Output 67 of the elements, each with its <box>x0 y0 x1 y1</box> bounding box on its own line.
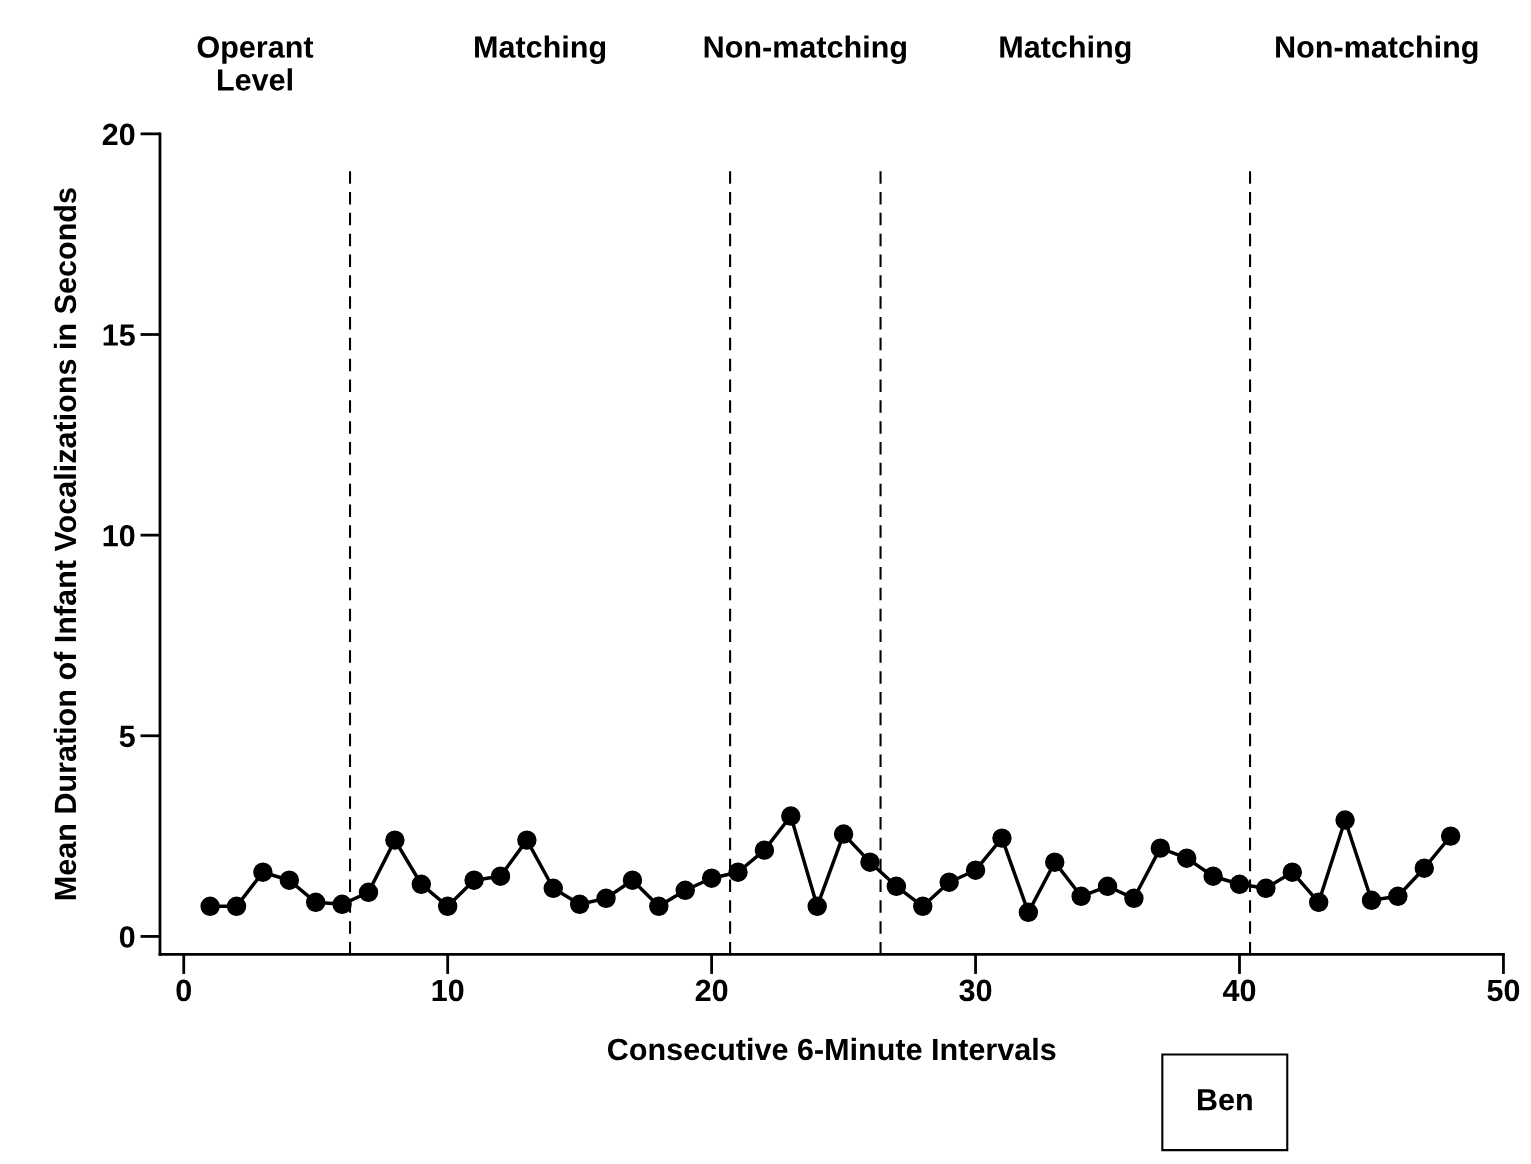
point <box>596 888 616 909</box>
point <box>253 862 273 882</box>
point <box>1097 876 1118 896</box>
y-tick-label: 0 <box>119 926 135 948</box>
point <box>754 840 775 860</box>
point <box>728 862 748 882</box>
point <box>517 830 537 850</box>
point <box>1308 892 1329 913</box>
x-axis-title: Consecutive 6-Minute Intervals <box>608 1037 1056 1061</box>
y-axis-title: Mean Duration of Infant Vocalizations in Seconds <box>53 188 77 900</box>
point <box>1071 886 1091 907</box>
point <box>490 866 511 886</box>
point <box>226 896 247 917</box>
point <box>1440 826 1461 846</box>
point <box>701 868 722 888</box>
point <box>1282 862 1303 882</box>
text: Matching <box>475 35 606 64</box>
point <box>279 870 300 890</box>
point <box>1018 902 1039 923</box>
text: Non-matching <box>1276 35 1478 64</box>
point <box>464 870 484 890</box>
y-tick-label: 20 <box>102 123 135 146</box>
point <box>437 896 458 917</box>
point <box>886 876 907 896</box>
point <box>1229 874 1250 894</box>
x-tick-label: 30 <box>959 979 992 1002</box>
point <box>1361 890 1382 911</box>
point <box>833 824 854 844</box>
point <box>332 894 352 915</box>
point <box>807 896 827 917</box>
y-tick-label: 15 <box>103 324 135 346</box>
x-tick-label: 40 <box>1222 979 1256 1002</box>
point <box>569 894 590 915</box>
point <box>358 882 379 903</box>
point <box>1176 848 1197 868</box>
point <box>965 860 986 880</box>
text: Operant Level <box>197 36 314 91</box>
point <box>860 852 880 872</box>
point <box>1335 810 1355 830</box>
x-tick-label: 0 <box>176 979 191 1002</box>
point <box>1256 878 1276 898</box>
point <box>1045 852 1065 872</box>
point <box>939 872 959 892</box>
point <box>305 892 326 913</box>
y-tick-label: 5 <box>119 725 135 748</box>
x-tick-label: 10 <box>432 979 464 1002</box>
point <box>913 896 933 917</box>
point <box>649 896 669 917</box>
point <box>992 828 1012 848</box>
point <box>200 896 220 917</box>
point <box>1388 886 1408 907</box>
point <box>1203 866 1223 886</box>
point <box>1150 838 1171 858</box>
point <box>675 880 695 900</box>
point <box>622 870 643 890</box>
point <box>1124 888 1144 909</box>
point <box>781 806 801 826</box>
point <box>543 878 563 898</box>
point <box>411 874 432 894</box>
text: Ben <box>1197 1089 1252 1111</box>
x-tick-label: 20 <box>695 979 728 1002</box>
x-tick-label: 50 <box>1487 979 1520 1002</box>
text: Non-matching <box>704 35 906 64</box>
point <box>1414 858 1434 878</box>
text: Matching <box>1000 35 1131 64</box>
point <box>385 830 405 850</box>
y-tick-label: 10 <box>103 524 135 547</box>
